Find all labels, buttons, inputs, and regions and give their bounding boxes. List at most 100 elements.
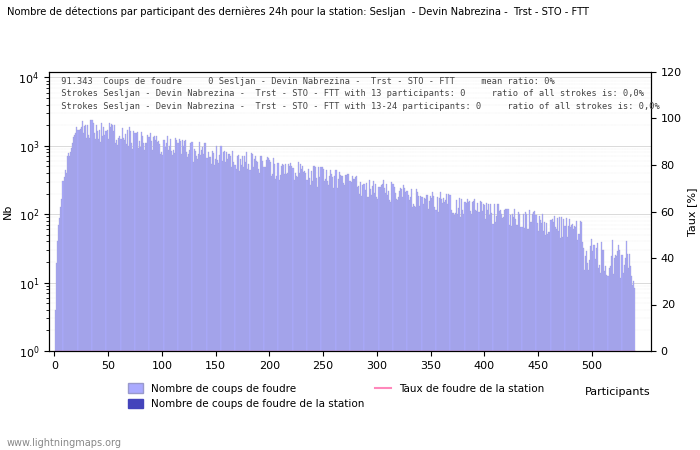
Bar bbox=[359, 194, 360, 450]
Bar bbox=[68, 153, 69, 450]
Bar bbox=[180, 141, 181, 450]
Bar bbox=[407, 195, 409, 450]
Bar bbox=[558, 231, 559, 450]
Bar bbox=[286, 175, 287, 450]
Bar bbox=[341, 176, 342, 450]
Bar bbox=[443, 198, 444, 450]
Bar bbox=[217, 160, 218, 450]
Text: Strokes Sesljan - Devin Nabrezina -  Trst - STO - FTT with 13 participants: 0   : Strokes Sesljan - Devin Nabrezina - Trst… bbox=[56, 89, 644, 98]
Bar bbox=[156, 136, 157, 450]
Bar bbox=[194, 149, 195, 450]
Bar bbox=[484, 205, 485, 450]
Bar bbox=[520, 227, 522, 450]
Bar bbox=[606, 275, 608, 450]
Bar bbox=[501, 214, 502, 450]
Bar bbox=[610, 256, 612, 450]
Bar bbox=[634, 288, 636, 450]
Bar bbox=[571, 225, 572, 450]
Bar bbox=[248, 164, 249, 450]
Bar bbox=[205, 144, 206, 450]
Bar bbox=[162, 155, 164, 450]
Bar bbox=[335, 170, 337, 450]
Bar bbox=[132, 149, 134, 450]
Bar bbox=[214, 165, 215, 450]
Bar bbox=[168, 150, 169, 450]
Bar bbox=[311, 171, 312, 450]
Bar bbox=[244, 156, 245, 450]
Bar bbox=[590, 246, 592, 450]
Bar bbox=[197, 159, 198, 450]
Bar bbox=[122, 138, 124, 450]
Bar bbox=[554, 216, 555, 450]
Bar bbox=[276, 176, 277, 450]
Bar bbox=[477, 203, 479, 450]
Bar bbox=[385, 193, 386, 450]
Bar bbox=[71, 148, 72, 450]
Bar bbox=[515, 219, 516, 450]
Bar bbox=[444, 202, 445, 450]
Bar bbox=[78, 130, 80, 450]
Bar bbox=[198, 154, 199, 450]
Bar bbox=[473, 202, 474, 450]
Bar bbox=[557, 218, 558, 450]
Bar bbox=[513, 217, 514, 450]
Bar bbox=[189, 150, 190, 450]
Bar bbox=[494, 204, 495, 450]
Bar bbox=[490, 203, 491, 450]
Bar bbox=[574, 225, 575, 450]
Bar bbox=[332, 176, 333, 450]
Bar bbox=[234, 165, 235, 450]
Bar bbox=[153, 137, 154, 450]
Bar bbox=[211, 165, 212, 450]
Bar bbox=[468, 202, 469, 450]
Bar bbox=[381, 185, 382, 450]
Bar bbox=[298, 162, 299, 450]
Bar bbox=[167, 136, 168, 450]
Bar bbox=[203, 154, 204, 450]
Bar bbox=[115, 143, 116, 450]
Bar bbox=[275, 179, 276, 450]
Bar bbox=[401, 189, 402, 450]
Bar bbox=[518, 212, 519, 450]
Bar bbox=[383, 180, 384, 450]
Bar bbox=[544, 222, 545, 450]
Bar bbox=[120, 140, 122, 450]
Bar bbox=[101, 123, 102, 450]
Bar bbox=[200, 154, 201, 450]
Bar bbox=[112, 125, 113, 450]
Bar bbox=[172, 155, 173, 450]
Bar bbox=[157, 142, 158, 450]
Bar bbox=[337, 179, 339, 450]
Bar bbox=[504, 210, 505, 450]
Bar bbox=[92, 122, 94, 450]
Bar bbox=[323, 181, 325, 450]
Bar bbox=[506, 209, 507, 450]
Bar bbox=[517, 225, 518, 450]
Bar bbox=[556, 229, 557, 450]
Bar bbox=[158, 141, 159, 450]
Bar bbox=[246, 152, 247, 450]
Bar bbox=[456, 200, 457, 450]
Bar bbox=[467, 199, 468, 450]
Bar bbox=[242, 157, 243, 450]
Bar bbox=[318, 167, 319, 450]
Bar bbox=[445, 201, 446, 450]
Bar bbox=[433, 196, 435, 450]
Legend: Nombre de coups de foudre, Nombre de coups de foudre de la station, Taux de foud: Nombre de coups de foudre, Nombre de cou… bbox=[123, 379, 549, 413]
Bar bbox=[268, 158, 269, 450]
Bar bbox=[500, 210, 501, 450]
Bar bbox=[188, 154, 189, 450]
Bar bbox=[491, 213, 492, 450]
Bar bbox=[474, 198, 475, 450]
Bar bbox=[284, 174, 285, 450]
Bar bbox=[291, 166, 293, 450]
Bar bbox=[287, 172, 288, 450]
Bar bbox=[550, 220, 552, 450]
Bar bbox=[498, 204, 499, 450]
Bar bbox=[262, 161, 263, 450]
Bar bbox=[382, 184, 383, 450]
Bar bbox=[344, 185, 345, 450]
Bar bbox=[512, 214, 513, 450]
Bar bbox=[387, 194, 388, 450]
Bar bbox=[185, 140, 186, 450]
